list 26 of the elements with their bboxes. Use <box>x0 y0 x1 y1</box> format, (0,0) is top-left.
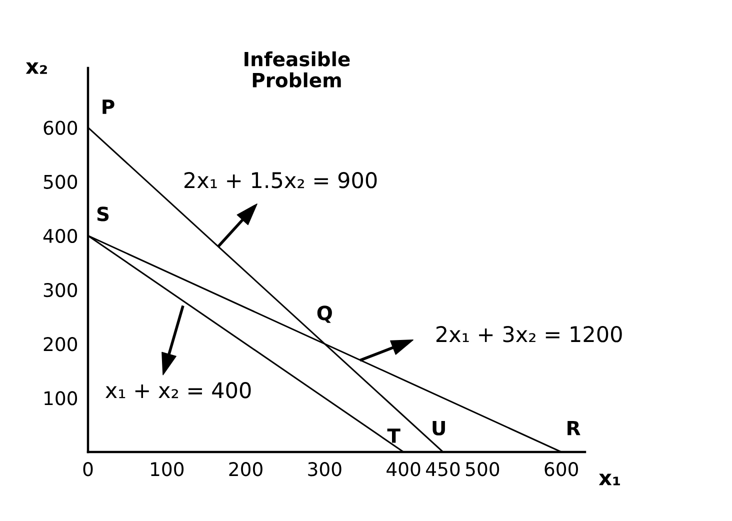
x-tick-label: 0 <box>83 462 93 476</box>
y-tick-label: 300 <box>44 282 78 298</box>
annotation: P <box>102 100 114 114</box>
annotation: S <box>97 206 109 222</box>
y-tick-label: 600 <box>44 120 78 135</box>
y-tick-label: 200 <box>44 337 78 352</box>
y-tick-label: 100 <box>44 391 78 406</box>
annotation: 2x₁ + 3x₂ = 1200 <box>436 326 622 342</box>
y-tick-label: 400 <box>43 228 78 244</box>
x-tick-label: 400 <box>386 462 420 476</box>
x-axis-title: x₁ <box>598 474 620 486</box>
annotation: Q <box>317 306 332 323</box>
y-tick-label: 500 <box>44 174 78 189</box>
x-tick-label: 100 <box>151 462 184 476</box>
y-axis-title: x₂ <box>26 62 47 74</box>
x-tick-label: 600 <box>544 462 578 476</box>
annotation: T <box>387 428 400 443</box>
annotation: U <box>432 420 445 436</box>
annotation: x₁ + x₂ = 400 <box>106 382 251 398</box>
x-tick-label: 200 <box>229 462 262 476</box>
x-tick-label: 500 <box>466 462 500 476</box>
x-tick-label: 300 <box>308 462 342 476</box>
x-tick-label: 450 <box>426 462 460 476</box>
annotation: 2x₁ + 1.5x₂ = 900 <box>184 172 377 188</box>
chart-title: Infeasible Problem <box>244 51 350 88</box>
annotation: R <box>568 420 580 436</box>
